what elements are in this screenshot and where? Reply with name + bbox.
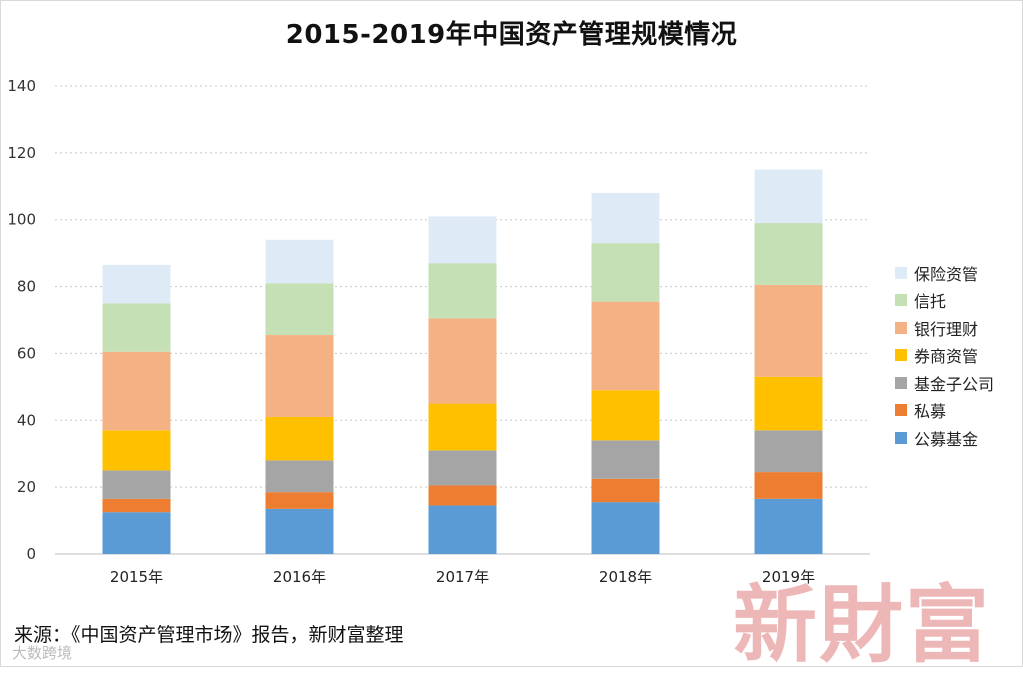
- bar-segment[interactable]: [754, 498, 823, 554]
- legend-item[interactable]: 私募: [895, 397, 994, 425]
- bar-segment[interactable]: [591, 243, 660, 302]
- y-tick-label: 120: [7, 144, 36, 162]
- x-tick-label: 2019年: [762, 568, 815, 586]
- bar-segment[interactable]: [591, 478, 660, 503]
- bar-segment[interactable]: [591, 301, 660, 391]
- chart-legend: 保险资管信托银行理财券商资管基金子公司私募公募基金: [895, 259, 994, 452]
- bar-segment[interactable]: [102, 303, 171, 352]
- legend-label: 公募基金: [914, 429, 979, 449]
- legend-swatch: [895, 431, 907, 444]
- bar-segment[interactable]: [428, 450, 497, 486]
- chart-title: 2015-2019年中国资产管理规模情况: [285, 20, 738, 50]
- bar-segment[interactable]: [754, 430, 823, 473]
- bar-segment[interactable]: [591, 440, 660, 479]
- bar-segment[interactable]: [591, 502, 660, 554]
- legend-item[interactable]: 保险资管: [895, 259, 994, 287]
- x-tick-label: 2016年: [273, 568, 326, 586]
- bar-segment[interactable]: [102, 512, 171, 554]
- bar-segment[interactable]: [428, 485, 497, 506]
- legend-label: 信托: [914, 292, 947, 312]
- bar-segment[interactable]: [428, 318, 497, 404]
- bar-segment[interactable]: [102, 264, 171, 304]
- bar-segment[interactable]: [428, 263, 497, 319]
- legend-label: 银行理财: [914, 319, 979, 339]
- legend-item[interactable]: 银行理财: [895, 314, 994, 342]
- legend-item[interactable]: 基金子公司: [895, 369, 994, 397]
- bar-segment[interactable]: [102, 351, 171, 431]
- bar-segment[interactable]: [102, 470, 171, 499]
- source-note: 来源：《中国资产管理市场》报告，新财富整理: [14, 624, 404, 646]
- legend-swatch: [895, 376, 907, 389]
- y-tick-label: 40: [17, 411, 36, 429]
- y-tick-label: 20: [17, 478, 36, 496]
- bar-segment[interactable]: [265, 283, 334, 336]
- y-tick-label: 140: [7, 77, 36, 95]
- legend-item[interactable]: 券商资管: [895, 342, 994, 370]
- bar-segment[interactable]: [591, 192, 660, 244]
- x-tick-label: 2017年: [436, 568, 489, 586]
- bar-segment[interactable]: [265, 492, 334, 509]
- legend-label: 基金子公司: [914, 374, 995, 394]
- bar-segment[interactable]: [754, 472, 823, 499]
- y-tick-label: 100: [7, 211, 36, 229]
- legend-swatch: [895, 266, 907, 279]
- bar-segment[interactable]: [265, 335, 334, 417]
- bar-segment[interactable]: [754, 284, 823, 377]
- bar-segment[interactable]: [754, 169, 823, 224]
- bar-segment[interactable]: [265, 416, 334, 461]
- legend-label: 私募: [914, 402, 947, 422]
- bar-segment[interactable]: [102, 498, 171, 513]
- bar-segment[interactable]: [265, 460, 334, 493]
- legend-swatch: [895, 404, 907, 417]
- legend-swatch: [895, 349, 907, 362]
- bar-segment[interactable]: [265, 508, 334, 554]
- y-tick-label: 60: [17, 344, 36, 362]
- x-tick-label: 2015年: [110, 568, 163, 586]
- bar-segment[interactable]: [591, 390, 660, 441]
- bar-segment[interactable]: [428, 216, 497, 264]
- bar-segment[interactable]: [754, 223, 823, 285]
- legend-label: 保险资管: [914, 264, 979, 284]
- legend-swatch: [895, 294, 907, 307]
- bar-segment[interactable]: [102, 430, 171, 471]
- bar-segment[interactable]: [754, 376, 823, 431]
- corner-watermark: 大数跨境: [12, 644, 73, 662]
- y-tick-label: 0: [26, 545, 36, 563]
- y-tick-label: 80: [17, 278, 36, 296]
- legend-item[interactable]: 公募基金: [895, 424, 994, 452]
- legend-label: 券商资管: [914, 347, 979, 367]
- legend-swatch: [895, 321, 907, 334]
- x-tick-label: 2018年: [599, 568, 652, 586]
- legend-item[interactable]: 信托: [895, 287, 994, 315]
- bar-segment[interactable]: [428, 505, 497, 554]
- bar-segment[interactable]: [265, 239, 334, 284]
- bar-segment[interactable]: [428, 403, 497, 451]
- watermark-logo: 新財富: [733, 575, 992, 674]
